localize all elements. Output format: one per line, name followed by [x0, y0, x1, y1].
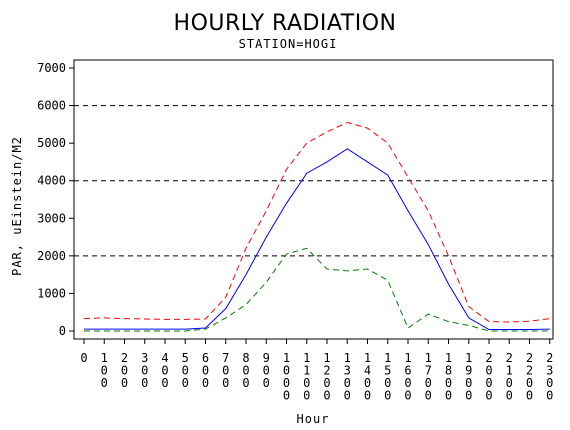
series-line-2 [84, 148, 550, 330]
x-tick-label: 0 [80, 351, 87, 365]
reference-lines [74, 105, 553, 257]
y-axis: 0 1000 2000 3000 4000 5000 6000 7000 [37, 61, 74, 338]
y-tick-label: 1000 [37, 286, 66, 300]
y-tick-label: 4000 [37, 174, 66, 188]
series-layer [83, 121, 550, 332]
x-axis-label: Hour [297, 412, 330, 426]
y-tick-label: 2000 [37, 249, 66, 263]
y-tick-label: 3000 [37, 211, 66, 225]
series-line-1 [83, 121, 550, 323]
y-tick-label: 6000 [37, 99, 66, 113]
plot-frame [73, 59, 554, 340]
x-axis: 0 1 0 0 2 0 0 3 0 0 4 0 0 5 0 0 6 0 0 7 0 0 8 0 0 9 0 0 1 0 0 0 1 1 0 0 1 2 0 0… [80, 339, 553, 403]
y-tick-label: 7000 [37, 61, 66, 75]
y-tick-label: 5000 [37, 136, 66, 150]
chart-title: HOURLY RADIATION [174, 11, 397, 36]
y-tick-label: 0 [59, 324, 66, 338]
chart-subtitle: STATION=HOGI [239, 37, 338, 51]
y-axis-label: PAR, uEinstein/M2 [10, 136, 24, 276]
series-line-3 [84, 247, 550, 332]
